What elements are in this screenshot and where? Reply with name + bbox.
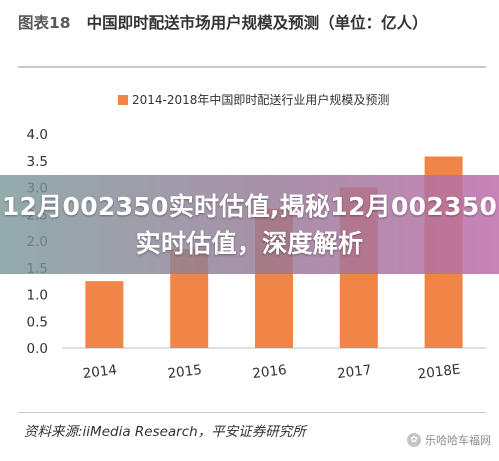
x-tick-label: 2016 (251, 362, 287, 382)
headline-overlay (0, 175, 499, 274)
y-tick-label: 4.0 (27, 127, 48, 143)
x-tick-label: 2015 (167, 362, 203, 382)
source-note: 资料来源:iiMedia Research，平安证券研究所 (24, 424, 306, 440)
watermark: ✿ 乐哈哈车福网 (407, 432, 491, 448)
y-tick-label: 1.0 (27, 288, 48, 304)
title-divider (18, 66, 486, 68)
figure-caption: 中国即时配送市场用户规模及预测（单位：亿人） (86, 14, 428, 32)
headline-text: 12月002350实时估值,揭秘12月002350实时估值，深度解析 (1, 192, 498, 258)
source-divider (18, 412, 486, 413)
x-tick-label: 2014 (82, 362, 118, 382)
y-tick-label: 0.5 (27, 314, 48, 330)
bar-2014 (85, 281, 124, 348)
y-tick-label: 3.5 (27, 154, 48, 170)
wechat-icon: ✿ (407, 433, 421, 447)
watermark-text: 乐哈哈车福网 (425, 434, 491, 447)
x-tick-label: 2017 (336, 362, 372, 382)
figure-title: 图表18 中国即时配送市场用户规模及预测（单位：亿人） (18, 10, 488, 37)
figure-label: 图表18 (18, 14, 71, 32)
y-tick-label: 0.0 (27, 341, 48, 357)
legend-label: 2014-2018年中国即时配送行业用户规模及预测 (132, 92, 389, 107)
legend-swatch (118, 95, 128, 105)
x-tick-label: 2018E (417, 361, 462, 382)
